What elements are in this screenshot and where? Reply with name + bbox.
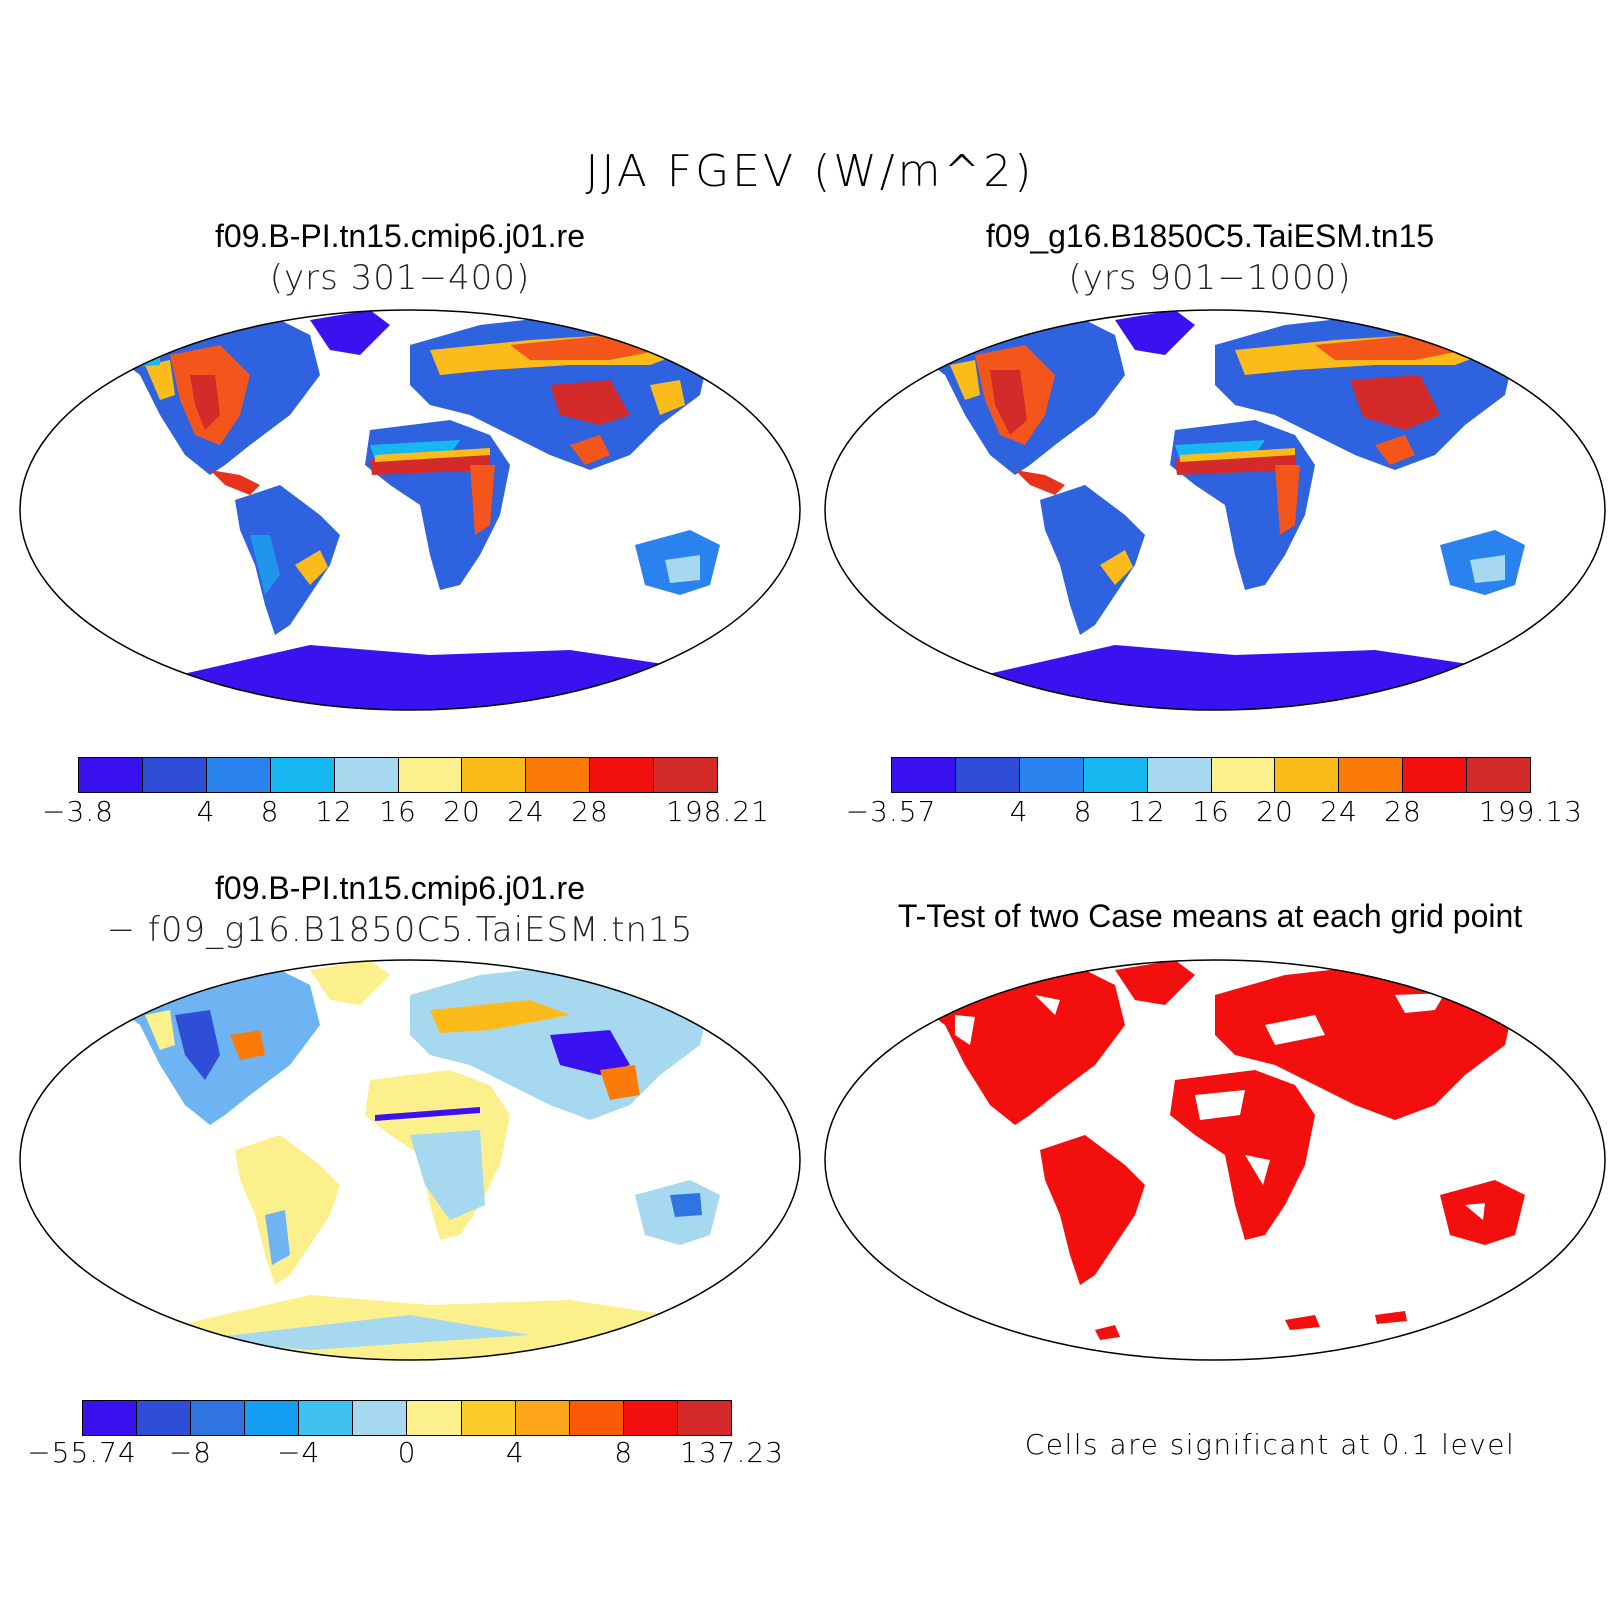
map-boundary <box>824 959 1606 1361</box>
case2-subtitle: (yrs 901−1000) <box>1068 258 1352 298</box>
colorbar-tick-label: 28 <box>571 795 609 828</box>
colorbar-tick-label: 198.21 <box>666 795 770 828</box>
colorbar-swatch <box>526 758 591 792</box>
australia-landmass <box>635 1180 720 1245</box>
colorbar-swatch <box>462 758 527 792</box>
nonsignificant-cells <box>955 993 1485 1220</box>
colorbar-tick-label: 0 <box>397 1436 417 1469</box>
figure-title: JJA FGEV (W/m^2) <box>585 146 1035 197</box>
colorbar-swatch <box>461 1401 516 1435</box>
colorbar-swatch <box>1147 758 1212 792</box>
greenland <box>310 960 390 1005</box>
colorbar-tick-label: 16 <box>1192 795 1230 828</box>
colorbar-tick-label: 8 <box>260 795 280 828</box>
colorbar-swatch <box>206 758 271 792</box>
colorbar-tick-label: 137.23 <box>680 1436 784 1469</box>
north-america-landmass <box>905 315 1125 495</box>
colorbar-tick-label: 20 <box>443 795 481 828</box>
case2-map <box>824 309 1606 711</box>
colorbar-swatch <box>353 1401 408 1435</box>
colorbar-swatch <box>590 758 655 792</box>
eurasia-landmass <box>410 315 710 470</box>
eurasia-landmass <box>1215 315 1515 470</box>
colorbar-tick-label: −4 <box>277 1436 321 1469</box>
africa-landmass <box>1170 420 1315 590</box>
colorbar-tick-label: 199.13 <box>1479 795 1583 828</box>
colorbar-swatch <box>79 758 143 792</box>
colorbar-swatch <box>1403 758 1468 792</box>
south-america-landmass <box>235 485 340 635</box>
colorbar-swatch <box>892 758 956 792</box>
colorbar-swatch <box>623 1401 678 1435</box>
colorbar-tick-label: −3.57 <box>845 795 937 828</box>
colorbar-tick-label: 20 <box>1256 795 1294 828</box>
africa-landmass <box>365 420 510 590</box>
ttest-title: T-Test of two Case means at each grid po… <box>897 898 1523 934</box>
colorbar-swatch <box>1467 758 1531 792</box>
colorbar-tick-label: 16 <box>379 795 417 828</box>
colorbar-swatch <box>1275 758 1340 792</box>
colorbar-tick-label: 8 <box>1073 795 1093 828</box>
diff-map <box>19 959 801 1361</box>
diff-subtitle: − f09_g16.B1850C5.TaiESM.tn15 <box>106 910 694 950</box>
colorbar-tick-label: −8 <box>168 1436 212 1469</box>
colorbar-tick-label: −3.8 <box>42 795 114 828</box>
south-america-landmass <box>1040 485 1145 635</box>
map-boundary <box>824 309 1606 711</box>
colorbar-tick-label: 4 <box>196 795 216 828</box>
colorbar-swatch <box>1083 758 1148 792</box>
ttest-map <box>824 959 1606 1361</box>
colorbar-swatch <box>515 1401 570 1435</box>
case1-map <box>19 309 801 711</box>
case2-title: f09_g16.B1850C5.TaiESM.tn15 <box>985 218 1435 254</box>
colorbar-swatch <box>245 1401 300 1435</box>
colorbar-tick-label: 12 <box>1128 795 1166 828</box>
case1-colorbar <box>78 757 718 793</box>
case2-colorbar <box>891 757 1531 793</box>
colorbar-swatch <box>654 758 718 792</box>
colorbar-swatch <box>569 1401 624 1435</box>
colorbar-swatch <box>142 758 207 792</box>
colorbar-swatch <box>1339 758 1404 792</box>
diff-title: f09.B-PI.tn15.cmip6.j01.re <box>215 870 585 906</box>
north-america-landmass <box>100 315 320 495</box>
greenland <box>310 310 390 355</box>
colorbar-tick-label: 4 <box>1009 795 1029 828</box>
significance-note: Cells are significant at 0.1 level <box>1024 1428 1516 1461</box>
colorbar-swatch <box>677 1401 731 1435</box>
colorbar-swatch <box>83 1401 138 1435</box>
colorbar-tick-label: 12 <box>315 795 353 828</box>
colorbar-swatch <box>137 1401 192 1435</box>
greenland <box>1115 310 1195 355</box>
colorbar-swatch <box>270 758 335 792</box>
colorbar-swatch <box>955 758 1020 792</box>
south-america-landmass <box>235 1135 340 1285</box>
case1-title: f09.B-PI.tn15.cmip6.j01.re <box>215 218 585 254</box>
australia-landmass <box>635 530 720 595</box>
africa-landmass <box>365 1070 510 1240</box>
colorbar-swatch <box>1019 758 1084 792</box>
colorbar-swatch <box>407 1401 462 1435</box>
colorbar-swatch <box>191 1401 246 1435</box>
australia-landmass <box>1440 530 1525 595</box>
colorbar-tick-label: −55.74 <box>27 1436 137 1469</box>
colorbar-tick-label: 28 <box>1384 795 1422 828</box>
colorbar-tick-label: 8 <box>614 1436 634 1469</box>
colorbar-swatch <box>299 1401 354 1435</box>
colorbar-tick-label: 4 <box>505 1436 525 1469</box>
diff-colorbar <box>82 1400 732 1436</box>
antarctica-landmass <box>110 645 710 710</box>
antarctica-landmass <box>915 645 1515 710</box>
colorbar-swatch <box>1211 758 1276 792</box>
colorbar-swatch <box>334 758 399 792</box>
map-boundary <box>19 309 801 711</box>
colorbar-swatch <box>398 758 463 792</box>
colorbar-tick-label: 24 <box>1320 795 1358 828</box>
map-boundary <box>19 959 801 1361</box>
eurasia-landmass <box>410 965 710 1120</box>
colorbar-tick-label: 24 <box>507 795 545 828</box>
case1-subtitle: (yrs 301−400) <box>269 258 531 298</box>
